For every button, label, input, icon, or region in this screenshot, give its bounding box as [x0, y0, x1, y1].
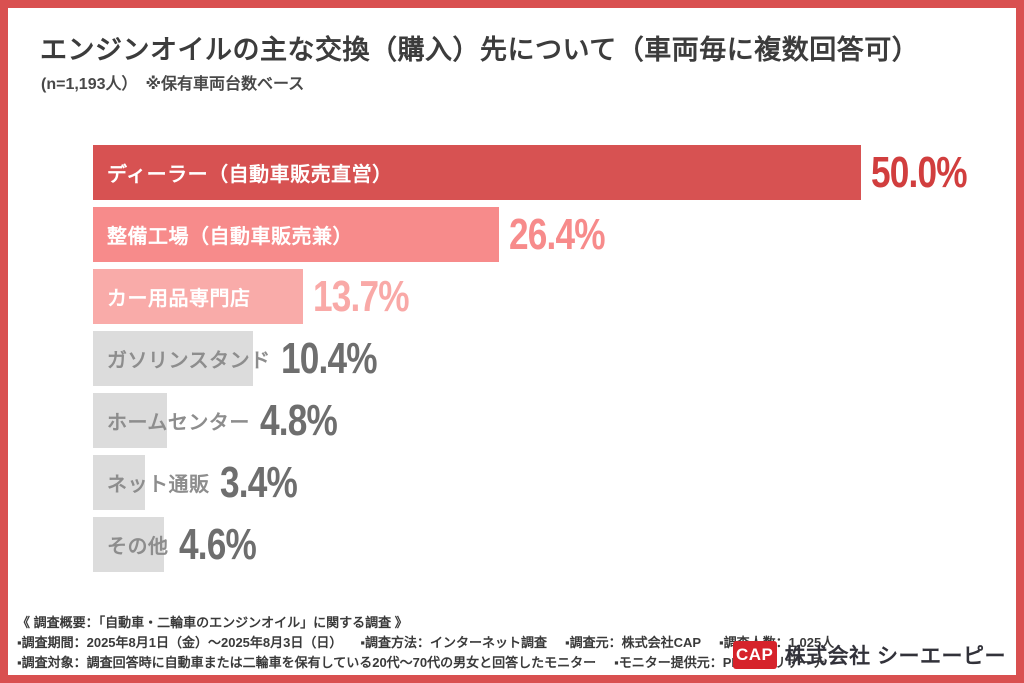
bar-label-area: カー用品専門店: [93, 269, 303, 324]
page-title: エンジンオイルの主な交換（購入）先について（車両毎に複数回答可）: [40, 35, 920, 65]
survey-overview-line2: ▪調査期間：2025年8月1日（金）～2025年8月3日（日） ▪調査方法：インタ…: [17, 633, 852, 653]
survey-method: ▪調査方法：インターネット調査: [360, 635, 547, 650]
bar-row-2: カー用品専門店 13.7%: [93, 269, 1013, 324]
bar-label-area: ディーラー（自動車販売直営）: [93, 145, 861, 200]
company-name: 株式会社 シーエーピー: [784, 645, 1006, 668]
bar-value-label: 3.4%: [219, 457, 298, 507]
bar-value-label: 10.4%: [280, 333, 378, 383]
bar-row-3: ガソリンスタンド 10.4%: [93, 331, 1013, 386]
bar-chart: ディーラー（自動車販売直営） 50.0% 整備工場（自動車販売兼） 26.4% カー用品…: [93, 145, 1013, 579]
bar-value-label: 50.0%: [871, 147, 968, 197]
bar-category-label: 整備工場（自動車販売兼）: [107, 226, 353, 248]
bar-fill: [93, 517, 164, 572]
bar-fill: [93, 393, 167, 448]
bar-label-area: ネット通販: [93, 455, 210, 510]
bar-category-label: カー用品専門店: [107, 288, 251, 310]
survey-period: ▪調査期間：2025年8月1日（金）～2025年8月3日（日）: [17, 635, 343, 650]
bar-row-4: ホームセンター 4.8%: [93, 393, 1013, 448]
bar-label-area: ホームセンター: [93, 393, 250, 448]
sample-size-note: (n=1,193人） ※保有車両台数ベース: [41, 76, 305, 93]
bar-fill: [93, 145, 861, 200]
bar-fill: [93, 269, 303, 324]
bar-fill: [93, 207, 499, 262]
survey-target: ▪調査対象：調査回答時に自動車または二輪車を保有している20代～70代の男女と回…: [17, 655, 597, 670]
bar-fill: [93, 331, 253, 386]
bar-category-label: その他: [107, 536, 169, 558]
company-logo: CAP 株式会社 シーエーピー: [732, 640, 1006, 670]
bar-label-area: ガソリンスタンド: [93, 331, 271, 386]
bar-fill: [93, 455, 145, 510]
survey-source: ▪調査元：株式会社CAP: [564, 635, 702, 650]
bar-category-label: ネット通販: [107, 474, 210, 496]
survey-overview: 《 調査概要：「自動車・二輪車のエンジンオイル」に関する調査 》 ▪調査期間：2…: [17, 613, 852, 673]
cap-logo-icon: CAP: [732, 641, 777, 669]
bar-value-label: 4.6%: [178, 519, 257, 569]
bar-label-area: その他: [93, 517, 169, 572]
survey-overview-heading: 《 調査概要：「自動車・二輪車のエンジンオイル」に関する調査 》: [17, 615, 408, 630]
bar-label-area: 整備工場（自動車販売兼）: [93, 207, 499, 262]
bar-category-label: ガソリンスタンド: [107, 350, 271, 372]
bar-value-label: 4.8%: [259, 395, 338, 445]
bar-value-label: 26.4%: [509, 209, 606, 259]
bar-row-1: 整備工場（自動車販売兼） 26.4%: [93, 207, 1013, 262]
bar-category-label: ディーラー（自動車販売直営）: [107, 164, 393, 186]
bar-row-5: ネット通販 3.4%: [93, 455, 1013, 510]
bar-value-label: 13.7%: [313, 271, 410, 321]
bar-row-6: その他 4.6%: [93, 517, 1013, 572]
bar-category-label: ホームセンター: [107, 412, 250, 434]
bar-row-0: ディーラー（自動車販売直営） 50.0%: [93, 145, 1013, 200]
survey-overview-line3: ▪調査対象：調査回答時に自動車または二輪車を保有している20代～70代の男女と回…: [17, 653, 852, 673]
